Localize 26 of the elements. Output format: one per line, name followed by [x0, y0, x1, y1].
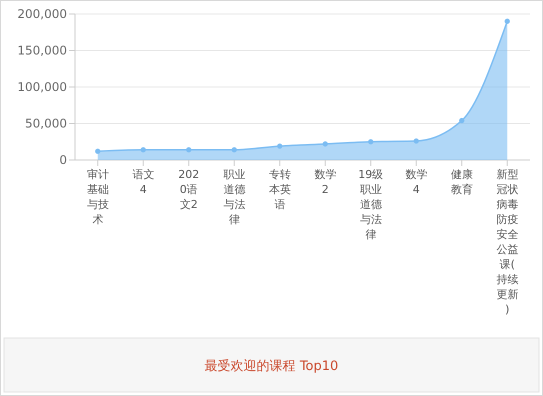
- x-tick-label: 审计基础与技术: [86, 168, 109, 226]
- x-tick-label: 专转本英语: [268, 168, 291, 211]
- y-tick-label: 0: [59, 153, 67, 168]
- point: [95, 148, 100, 154]
- point: [277, 143, 282, 149]
- point: [232, 147, 237, 152]
- category-label: 新型冠状病毒防疫安全公益课(持续更新): [496, 168, 518, 316]
- y-tick-label: 100,000: [17, 80, 67, 94]
- y-tick-label: 200,000: [17, 7, 67, 22]
- point: [504, 18, 510, 24]
- x-tick-label: 健康教育: [450, 168, 473, 196]
- point: [140, 147, 146, 152]
- x-tick-label: 语文4: [132, 168, 154, 196]
- x-tick-label: 数学4: [405, 168, 428, 196]
- y-tick-label: 50,000: [25, 116, 67, 131]
- point: [414, 138, 419, 144]
- point: [186, 147, 192, 152]
- text: 最受欢迎的课程 Top10: [204, 358, 338, 374]
- x-tick-label: 2020语文2: [178, 168, 200, 211]
- y-tick-label: 150,000: [17, 44, 67, 58]
- point: [459, 118, 464, 124]
- x-tick-label: 数学2: [314, 168, 336, 196]
- point: [368, 139, 374, 144]
- point: [322, 141, 328, 147]
- x-tick-label: 19级职业道德与法律: [358, 168, 384, 241]
- x-tick-label: 职业道德与法律: [223, 168, 246, 226]
